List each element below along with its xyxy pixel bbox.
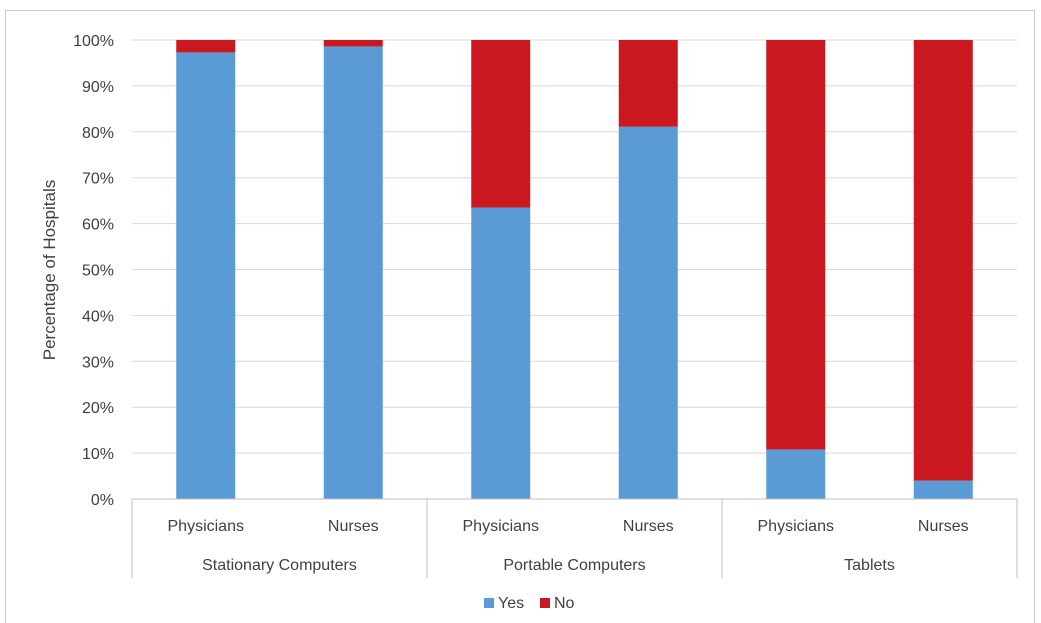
bar-yes-0 — [176, 52, 236, 499]
bar-no-5 — [913, 40, 973, 481]
y-tick-label: 20% — [82, 400, 114, 417]
axes — [131, 498, 1018, 578]
bar-no-4 — [766, 40, 826, 450]
gridlines — [132, 39, 1017, 454]
category-label: Nurses — [623, 518, 674, 535]
bar-no-2 — [471, 40, 531, 208]
y-tick-label: 0% — [91, 492, 114, 509]
bar-yes-2 — [471, 207, 531, 499]
y-tick-label: 40% — [82, 308, 114, 325]
legend-label-yes: Yes — [498, 595, 524, 612]
category-label: Nurses — [918, 518, 969, 535]
bar-yes-1 — [323, 46, 383, 500]
legend-swatch-no — [540, 598, 550, 608]
category-label: Physicians — [463, 518, 539, 535]
bar-no-1 — [323, 40, 383, 47]
group-label: Stationary Computers — [202, 557, 357, 574]
legend-swatch-yes — [484, 598, 494, 608]
y-tick-labels: 0% 10% 20% 30% 40% 50% 60% 70% 80% 90% 100% — [73, 33, 114, 509]
y-axis-title: Percentage of Hospitals — [40, 180, 59, 361]
y-tick-label: 70% — [82, 171, 114, 188]
y-tick-label: 10% — [82, 446, 114, 463]
legend-label-no: No — [554, 595, 575, 612]
bar-yes-3 — [618, 126, 678, 499]
y-tick-label: 50% — [82, 263, 114, 280]
bar-yes-5 — [913, 480, 973, 499]
legend: Yes No — [484, 595, 575, 612]
category-label: Nurses — [328, 518, 379, 535]
group-label: Tablets — [844, 557, 895, 574]
y-tick-label: 80% — [82, 125, 114, 142]
bar-no-0 — [176, 40, 236, 53]
category-labels: Physicians Nurses Physicians Nurses Physicia… — [168, 518, 969, 535]
bar-no-3 — [618, 40, 678, 127]
group-labels: Stationary Computers Portable Computers Ta… — [202, 557, 895, 574]
y-tick-label: 30% — [82, 354, 114, 371]
category-label: Physicians — [168, 518, 244, 535]
category-label: Physicians — [758, 518, 834, 535]
y-tick-label: 90% — [82, 79, 114, 96]
y-tick-label: 100% — [73, 33, 114, 50]
bar-yes-4 — [766, 449, 826, 499]
group-label: Portable Computers — [503, 557, 645, 574]
bars — [176, 40, 973, 500]
y-tick-label: 60% — [82, 217, 114, 234]
